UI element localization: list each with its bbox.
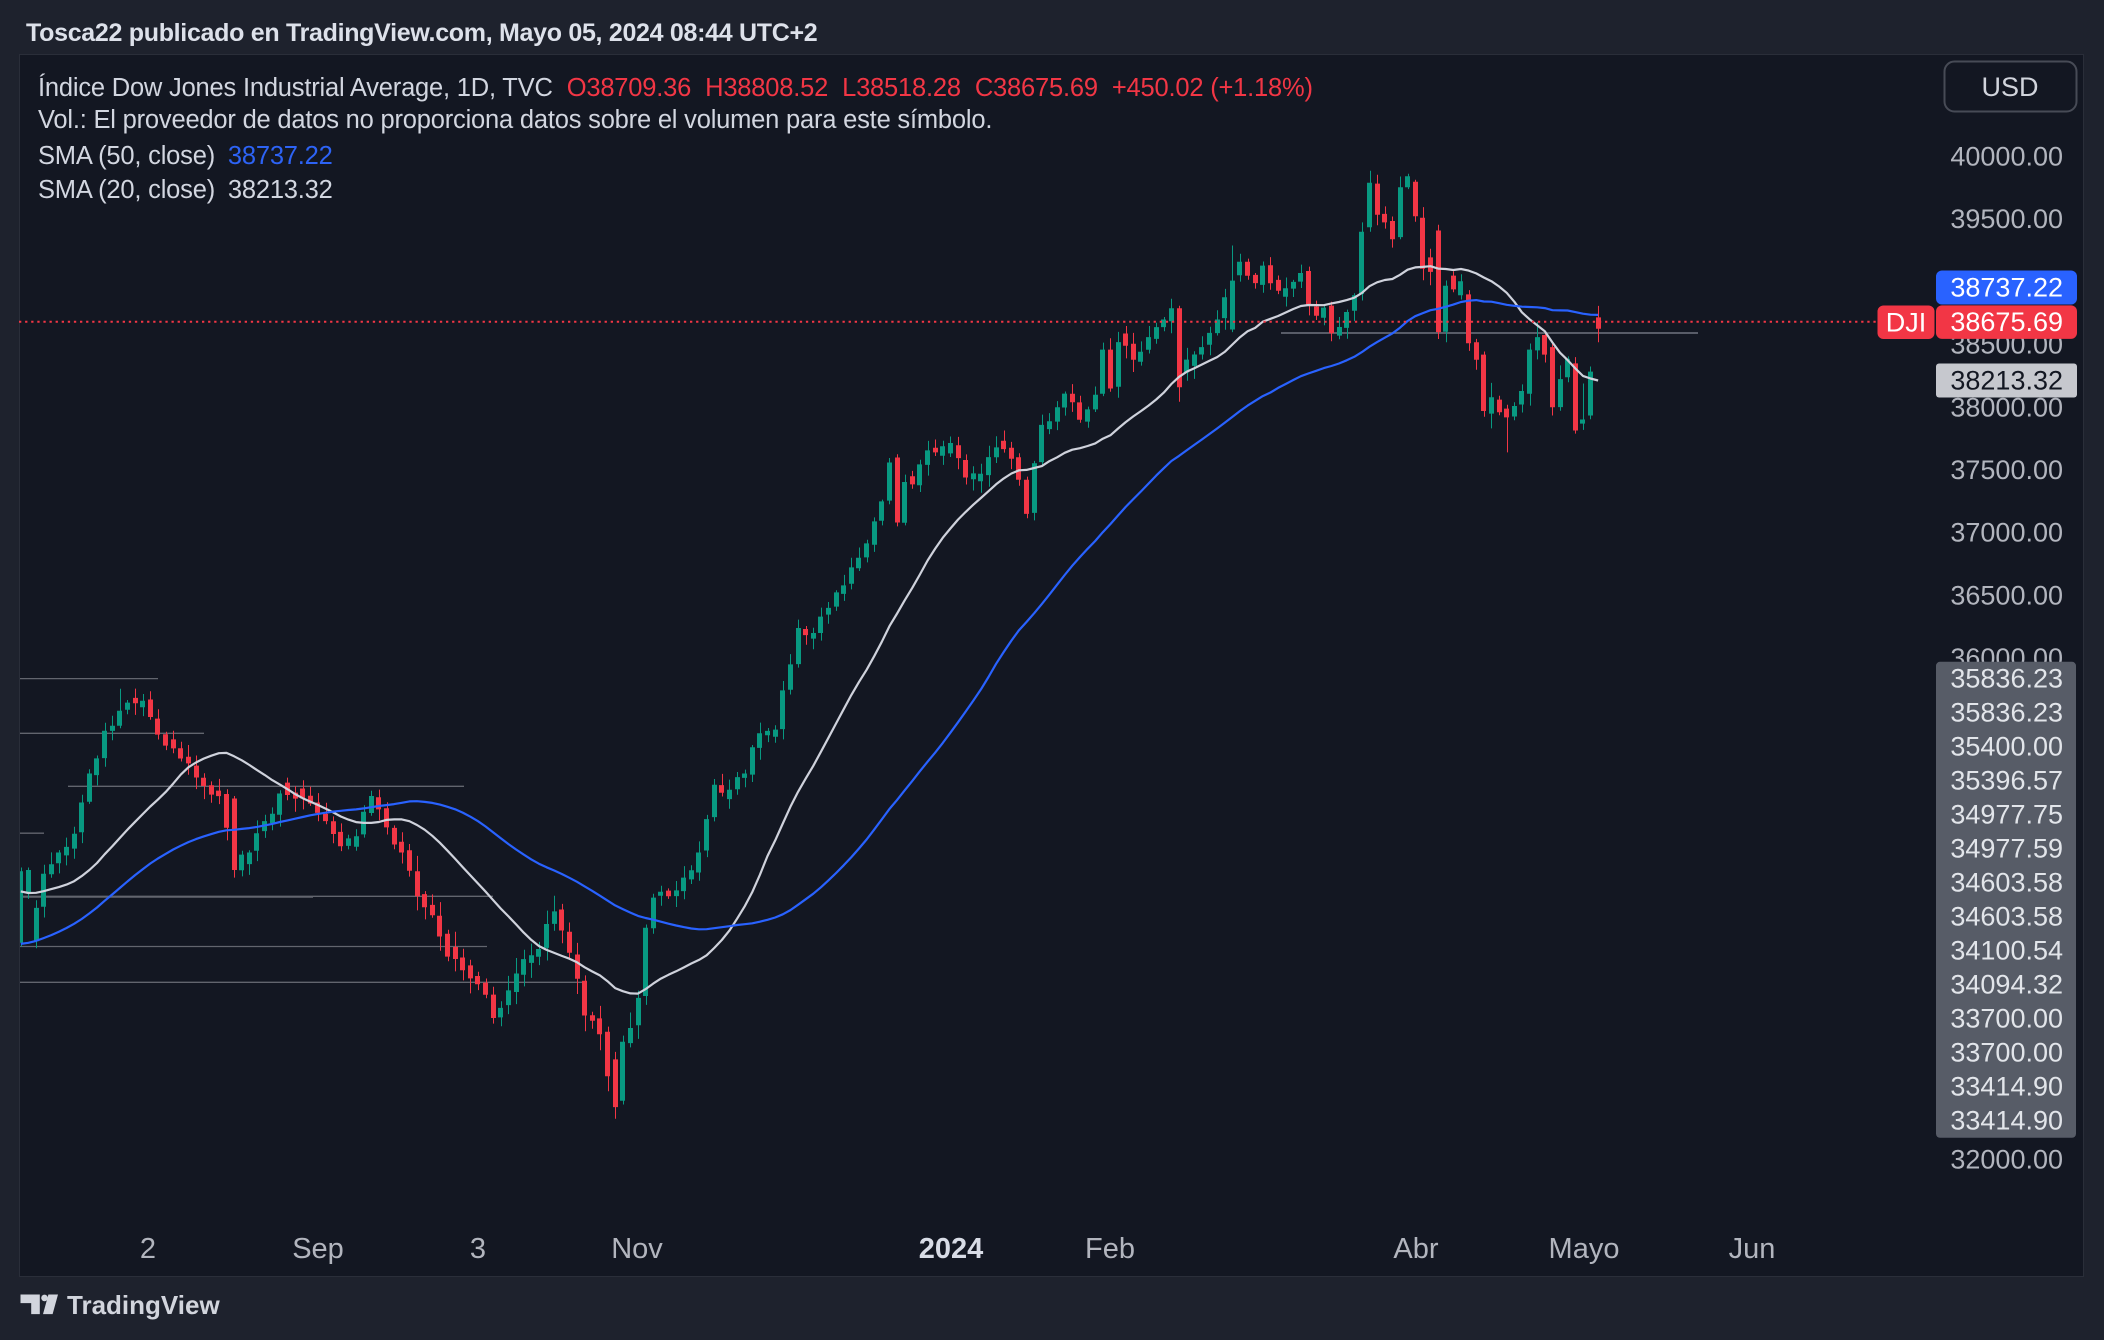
svg-text:33414.90: 33414.90 [1950,1072,2063,1102]
svg-text:35400.00: 35400.00 [1950,732,2063,762]
svg-text:32000.00: 32000.00 [1950,1145,2063,1175]
svg-text:33700.00: 33700.00 [1950,1004,2063,1034]
svg-text:Mayo: Mayo [1549,1233,1620,1265]
svg-text:38213.32: 38213.32 [1950,366,2063,396]
svg-text:36500.00: 36500.00 [1950,580,2063,610]
svg-text:39500.00: 39500.00 [1950,204,2063,234]
svg-text:DJI: DJI [1886,308,1927,338]
svg-text:33414.90: 33414.90 [1950,1106,2063,1136]
svg-text:33700.00: 33700.00 [1950,1038,2063,1068]
svg-text:USD: USD [1981,72,2038,102]
svg-text:Feb: Feb [1085,1233,1135,1265]
svg-text:2: 2 [140,1233,156,1265]
svg-text:SMA (20, close) 38213.32: SMA (20, close) 38213.32 [38,176,333,204]
svg-text:37000.00: 37000.00 [1950,518,2063,548]
svg-text:2024: 2024 [919,1233,984,1265]
svg-text:34603.58: 34603.58 [1950,902,2063,932]
svg-text:Vol.: El proveedor de datos no: Vol.: El proveedor de datos no proporcio… [38,106,992,134]
svg-text:3: 3 [470,1233,486,1265]
svg-text:SMA (50, close) 38737.22: SMA (50, close) 38737.22 [38,142,333,170]
svg-text:34094.32: 34094.32 [1950,970,2063,1000]
svg-text:38675.69: 38675.69 [1950,307,2063,337]
svg-text:Índice Dow Jones Industrial Av: Índice Dow Jones Industrial Average, 1D,… [38,73,1313,102]
svg-text:35396.57: 35396.57 [1950,766,2063,796]
svg-text:Nov: Nov [611,1233,663,1265]
svg-text:40000.00: 40000.00 [1950,142,2063,172]
svg-text:34100.54: 34100.54 [1950,936,2063,966]
svg-text:34603.58: 34603.58 [1950,868,2063,898]
svg-text:37500.00: 37500.00 [1950,455,2063,485]
svg-text:34977.75: 34977.75 [1950,800,2063,830]
svg-text:Sep: Sep [292,1233,344,1265]
svg-text:TradingView: TradingView [67,1290,220,1320]
svg-text:35836.23: 35836.23 [1950,664,2063,694]
svg-text:Jun: Jun [1729,1233,1776,1265]
svg-text:Abr: Abr [1393,1233,1438,1265]
svg-text:38737.22: 38737.22 [1950,273,2063,303]
svg-text:34977.59: 34977.59 [1950,834,2063,864]
svg-text:35836.23: 35836.23 [1950,698,2063,728]
svg-text:Tosca22 publicado en TradingVi: Tosca22 publicado en TradingView.com, Ma… [26,19,817,47]
